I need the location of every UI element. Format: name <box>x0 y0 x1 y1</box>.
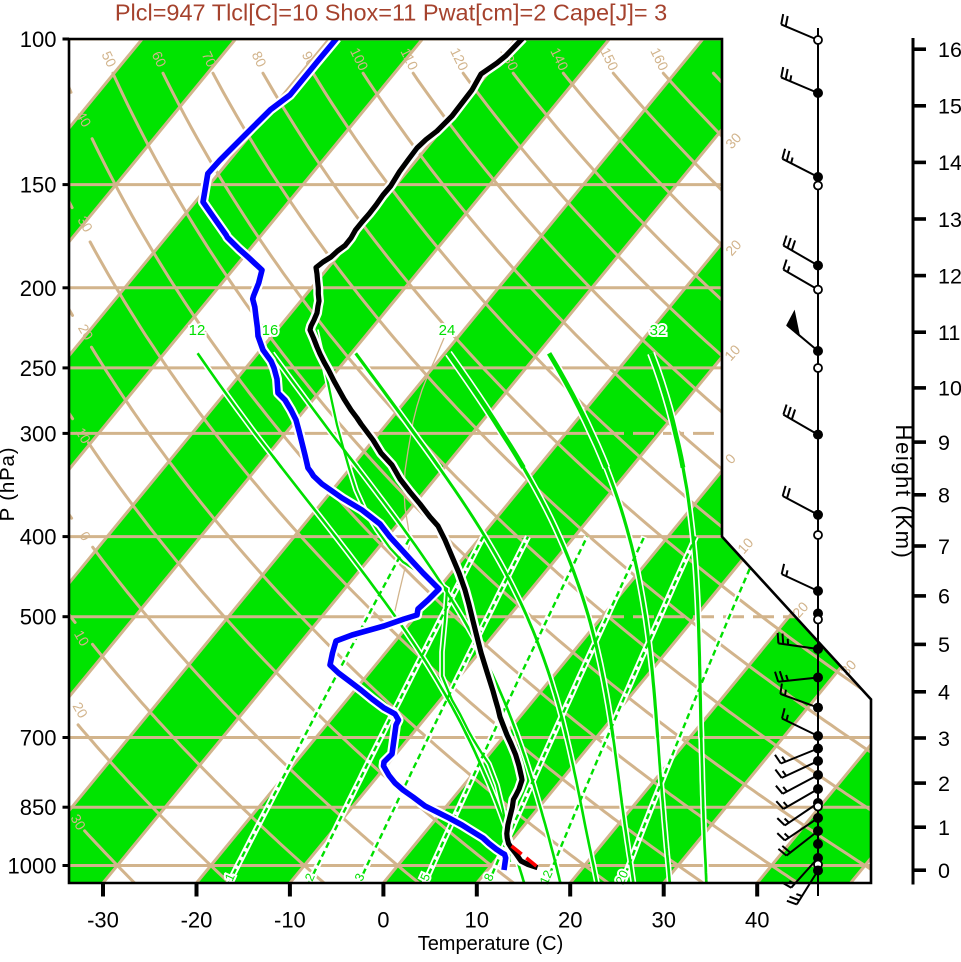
svg-text:500: 500 <box>20 605 57 630</box>
svg-text:100: 100 <box>20 27 57 52</box>
svg-text:30: 30 <box>651 908 675 933</box>
svg-text:32: 32 <box>650 322 667 339</box>
svg-text:40: 40 <box>745 908 769 933</box>
svg-text:10: 10 <box>938 377 961 401</box>
svg-text:8: 8 <box>938 484 950 508</box>
svg-text:1: 1 <box>938 816 950 840</box>
svg-text:0: 0 <box>938 859 950 883</box>
svg-text:1000: 1000 <box>8 854 57 879</box>
svg-text:400: 400 <box>20 525 57 550</box>
svg-text:5: 5 <box>938 633 950 657</box>
svg-text:12: 12 <box>938 264 961 288</box>
svg-text:-30: -30 <box>87 908 119 933</box>
svg-text:20: 20 <box>558 908 582 933</box>
svg-text:13: 13 <box>938 208 961 232</box>
svg-text:9: 9 <box>938 431 950 455</box>
svg-text:24: 24 <box>439 322 456 339</box>
svg-text:16: 16 <box>262 322 279 339</box>
svg-text:250: 250 <box>20 356 57 381</box>
svg-text:300: 300 <box>20 421 57 446</box>
svg-text:12: 12 <box>189 322 206 339</box>
svg-text:2: 2 <box>938 772 950 796</box>
svg-text:3: 3 <box>938 727 950 751</box>
svg-text:Plcl=947 Tlcl[C]=10 Shox=11 Pw: Plcl=947 Tlcl[C]=10 Shox=11 Pwat[cm]=2 C… <box>115 0 667 26</box>
svg-text:-20: -20 <box>181 908 213 933</box>
svg-text:6: 6 <box>938 585 950 609</box>
svg-text:0: 0 <box>377 908 389 933</box>
svg-text:Height (Km): Height (Km) <box>891 425 916 560</box>
svg-text:Temperature (C): Temperature (C) <box>418 933 564 955</box>
svg-text:7: 7 <box>938 535 950 559</box>
svg-text:700: 700 <box>20 726 57 751</box>
svg-text:10: 10 <box>465 908 489 933</box>
svg-text:4: 4 <box>938 681 950 705</box>
svg-text:14: 14 <box>938 151 961 175</box>
svg-text:15: 15 <box>938 95 961 119</box>
svg-text:-10: -10 <box>274 908 306 933</box>
svg-text:16: 16 <box>938 38 961 62</box>
svg-text:200: 200 <box>20 276 57 301</box>
svg-text:150: 150 <box>20 173 57 198</box>
svg-text:850: 850 <box>20 795 57 820</box>
svg-text:P (hPa): P (hPa) <box>0 447 19 522</box>
svg-text:11: 11 <box>938 321 960 345</box>
